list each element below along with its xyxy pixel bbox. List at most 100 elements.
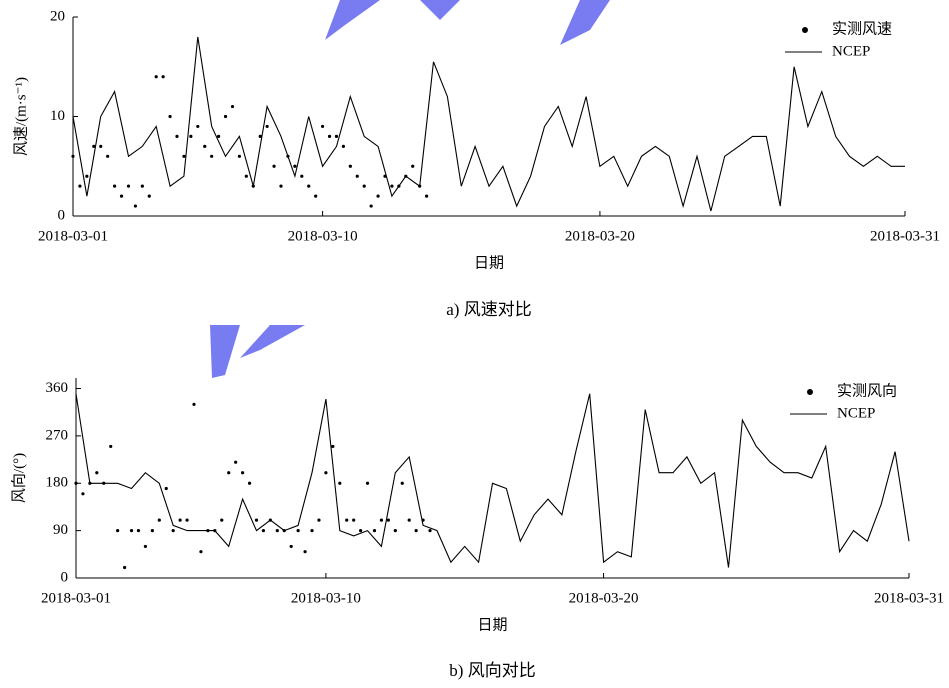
x-tick-label: 2018-03-31 [870, 228, 940, 244]
caption: b) 风向对比 [449, 661, 535, 680]
y-tick-label: 270 [46, 427, 69, 443]
watermark-shape [325, 0, 380, 40]
data-point [136, 529, 141, 533]
data-point [157, 518, 161, 522]
caption: a) 风速对比 [446, 300, 531, 319]
data-point [428, 529, 432, 533]
data-point [217, 134, 221, 138]
data-point [237, 154, 241, 158]
x-tick-label: 2018-03-10 [288, 228, 358, 244]
data-point [362, 184, 366, 188]
data-line [75, 393, 910, 568]
y-axis-label: 风速/(m·s⁻¹) [12, 77, 29, 156]
data-point [289, 544, 293, 549]
x-tick-label: 2018-03-01 [38, 228, 108, 244]
data-point [324, 471, 328, 475]
data-point [393, 529, 397, 533]
watermark-shape [210, 325, 240, 378]
data-point [185, 518, 189, 522]
data-point [147, 194, 151, 198]
data-point [122, 565, 127, 570]
data-point [411, 164, 415, 168]
data-point [189, 134, 193, 138]
legend-label: NCEP [832, 43, 870, 59]
data-point [345, 518, 349, 522]
data-point [407, 518, 411, 522]
data-point [106, 154, 110, 158]
y-tick-label: 10 [50, 108, 65, 124]
data-point [168, 114, 172, 119]
data-point [261, 529, 266, 533]
data-point [338, 481, 342, 485]
x-tick-label: 2018-03-20 [565, 228, 635, 244]
data-point [321, 124, 325, 129]
data-point [164, 486, 168, 491]
data-point [119, 194, 124, 198]
y-tick-label: 180 [46, 475, 69, 491]
data-point [78, 184, 82, 188]
data-point [113, 184, 117, 188]
data-point [348, 164, 352, 168]
data-point [296, 529, 300, 533]
watermark-shape [560, 0, 610, 45]
data-point [293, 164, 297, 168]
data-point [203, 144, 207, 148]
data-point [414, 529, 418, 533]
data-point [400, 481, 404, 485]
data-point [310, 529, 314, 533]
x-axis-label: 日期 [477, 616, 507, 633]
data-point [355, 174, 359, 178]
data-point [171, 529, 175, 533]
legend-marker [802, 27, 808, 33]
data-point [140, 184, 144, 188]
data-point [265, 124, 269, 129]
data-point [369, 204, 373, 208]
data-point [99, 144, 103, 148]
data-point [390, 184, 394, 188]
data-point [352, 518, 356, 522]
data-point [161, 75, 165, 79]
data-point [175, 134, 179, 138]
data-point [71, 154, 75, 158]
data-point [334, 134, 339, 138]
data-point [116, 529, 120, 533]
data-point [129, 529, 134, 533]
data-point [372, 529, 377, 533]
x-tick-label: 2018-03-10 [291, 590, 361, 606]
y-tick-label: 360 [46, 380, 69, 396]
data-point [254, 518, 259, 522]
data-line [72, 36, 905, 212]
data-point [341, 144, 345, 148]
data-point [303, 550, 307, 554]
y-tick-label: 90 [53, 522, 68, 538]
x-tick-label: 2018-03-01 [41, 590, 111, 606]
data-point [133, 204, 137, 208]
data-point [227, 471, 231, 475]
y-tick-label: 20 [50, 8, 65, 24]
watermark-shape [420, 0, 460, 20]
data-point [234, 460, 238, 464]
watermark-shape [240, 325, 305, 358]
data-point [182, 154, 186, 158]
data-point [74, 481, 78, 485]
data-point [92, 144, 96, 148]
data-point [109, 444, 113, 449]
data-point [143, 544, 148, 549]
data-point [272, 164, 276, 168]
data-point [279, 184, 283, 188]
data-point [85, 174, 89, 178]
legend-label: 实测风速 [832, 20, 892, 37]
data-point [317, 518, 321, 522]
y-axis-label: 风向/(°) [10, 453, 27, 503]
data-point [196, 124, 200, 129]
y-tick-label: 0 [58, 207, 66, 223]
data-point [331, 444, 335, 449]
data-point [359, 529, 363, 533]
data-point [314, 194, 318, 198]
data-point [220, 518, 224, 522]
data-point [244, 174, 248, 178]
data-point [365, 481, 370, 485]
data-point [150, 529, 154, 533]
data-point [300, 174, 304, 178]
